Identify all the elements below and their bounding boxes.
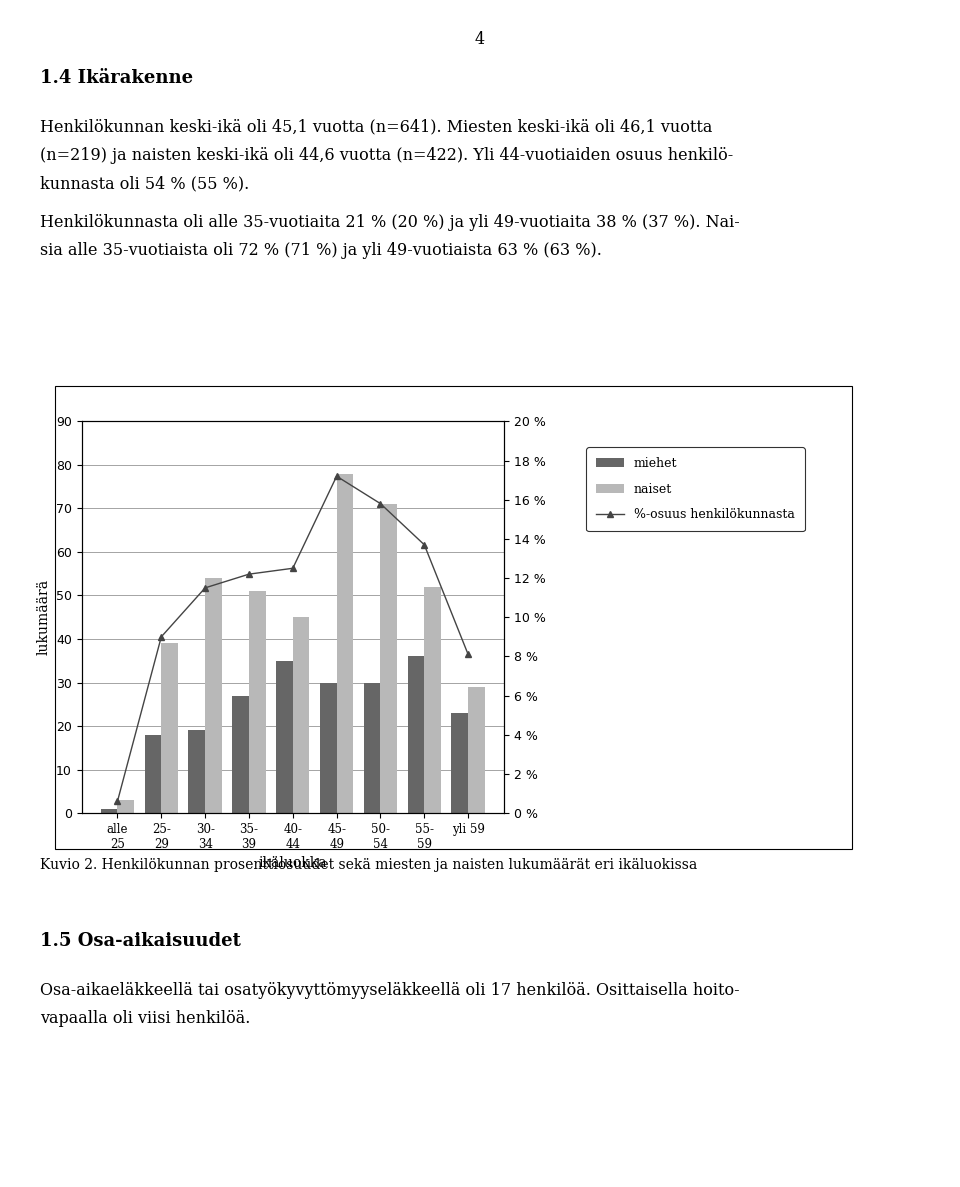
%-osuus henkilökunnasta (287, 561, 299, 576)
Text: 1.4 Ikärakenne: 1.4 Ikärakenne (40, 69, 194, 87)
Text: sia alle 35-vuotiaista oli 72 % (71 %) ja yli 49-vuotiaista 63 % (63 %).: sia alle 35-vuotiaista oli 72 % (71 %) j… (40, 242, 602, 259)
%-osuus henkilökunnasta (156, 629, 167, 643)
Bar (145, 735, 161, 813)
%-osuus henkilökunnasta (374, 496, 386, 510)
Bar (320, 683, 337, 813)
%-osuus henkilökunnasta (331, 469, 343, 483)
Bar (424, 586, 441, 813)
Text: Osa-aikaeläkkeellä tai osatyökyvyttömyyseläkkeellä oli 17 henkilöä. Osittaisella: Osa-aikaeläkkeellä tai osatyökyvyttömyys… (40, 982, 740, 998)
Bar (380, 504, 397, 813)
Bar (232, 696, 249, 813)
%-osuus henkilökunnasta (111, 794, 123, 808)
Text: kunnasta oli 54 % (55 %).: kunnasta oli 54 % (55 %). (40, 176, 250, 192)
Y-axis label: lukumäärä: lukumäärä (36, 579, 50, 655)
Text: 4: 4 (475, 31, 485, 47)
Bar (117, 800, 134, 813)
Bar (337, 474, 353, 813)
Text: Henkilökunnan keski-ikä oli 45,1 vuotta (n=641). Miesten keski-ikä oli 46,1 vuot: Henkilökunnan keski-ikä oli 45,1 vuotta … (40, 119, 712, 135)
Bar (249, 591, 266, 813)
%-osuus henkilökunnasta (200, 580, 211, 595)
%-osuus henkilökunnasta (463, 647, 474, 661)
Bar (101, 808, 117, 813)
Text: Kuvio 2. Henkilökunnan prosenttiosuudet sekä miesten ja naisten lukumäärät eri i: Kuvio 2. Henkilökunnan prosenttiosuudet … (40, 858, 698, 872)
Bar (276, 661, 293, 813)
Text: 1.5 Osa-aikaisuudet: 1.5 Osa-aikaisuudet (40, 932, 241, 950)
%-osuus henkilökunnasta (419, 538, 430, 552)
Bar (364, 683, 380, 813)
%-osuus henkilökunnasta (243, 567, 254, 582)
Line: %-osuus henkilökunnasta: %-osuus henkilökunnasta (114, 472, 471, 805)
Bar (451, 713, 468, 813)
Bar (293, 617, 309, 813)
Bar (468, 687, 485, 813)
Legend: miehet, naiset, %-osuus henkilökunnasta: miehet, naiset, %-osuus henkilökunnasta (587, 447, 804, 532)
Bar (205, 578, 222, 813)
X-axis label: ikäluokka: ikäluokka (258, 856, 327, 870)
Bar (188, 730, 205, 813)
Text: vapaalla oli viisi henkilöä.: vapaalla oli viisi henkilöä. (40, 1010, 251, 1027)
Bar (408, 656, 424, 813)
Text: (n=219) ja naisten keski-ikä oli 44,6 vuotta (n=422). Yli 44-vuotiaiden osuus he: (n=219) ja naisten keski-ikä oli 44,6 vu… (40, 147, 733, 164)
Bar (161, 643, 178, 813)
Text: Henkilökunnasta oli alle 35-vuotiaita 21 % (20 %) ja yli 49-vuotiaita 38 % (37 %: Henkilökunnasta oli alle 35-vuotiaita 21… (40, 214, 740, 230)
